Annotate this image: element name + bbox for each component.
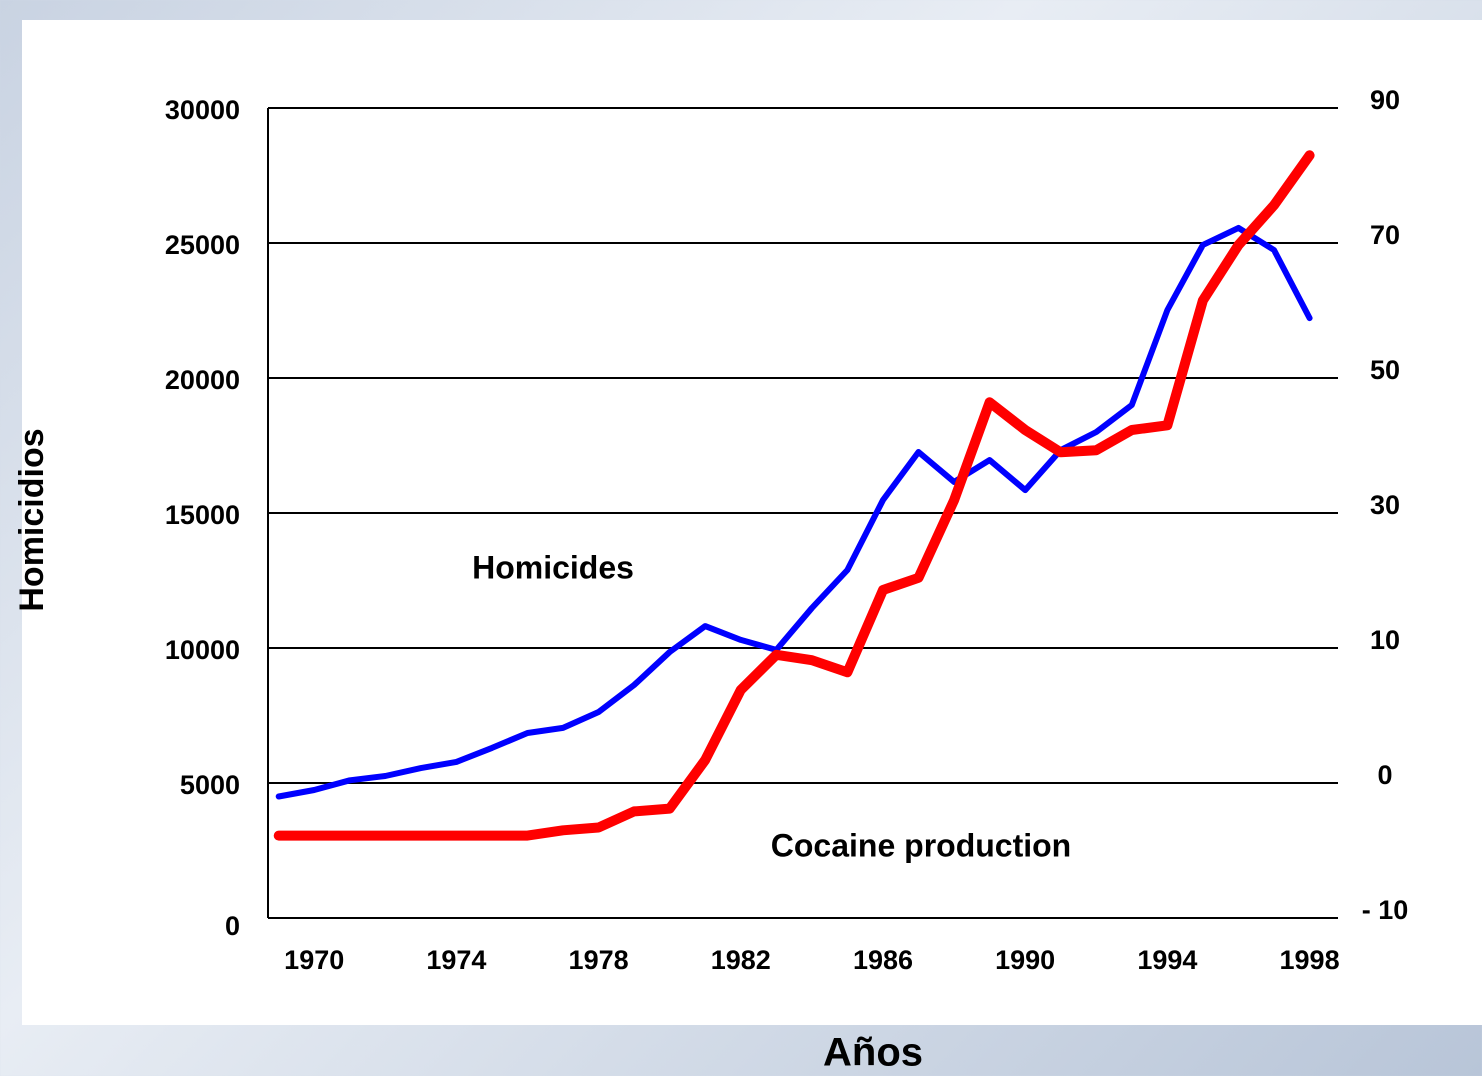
- x-axis-label: Años: [823, 1031, 923, 1075]
- x-tick-label: 1998: [1280, 945, 1340, 975]
- y-tick-label: 15000: [165, 500, 240, 530]
- y-tick-label: 30000: [165, 95, 240, 125]
- y2-tick-label: 30: [1370, 490, 1400, 520]
- annotation: Homicides: [472, 549, 634, 585]
- x-tick-label: 1994: [1137, 945, 1197, 975]
- y-tick-label: 0: [225, 911, 240, 941]
- annotation: Cocaine production: [771, 827, 1071, 863]
- y-axis-label: Homicidios: [13, 428, 51, 611]
- y2-tick-label: - 10: [1362, 895, 1409, 925]
- series-line: [275, 224, 1313, 800]
- y-tick-label: 25000: [165, 230, 240, 260]
- y2-tick-label: 0: [1377, 760, 1392, 790]
- y2-tick-label: 10: [1370, 625, 1400, 655]
- y-tick-label: 5000: [180, 770, 240, 800]
- series-line: [273, 150, 1315, 841]
- x-tick-label: 1974: [426, 945, 486, 975]
- y-tick-label: 10000: [165, 635, 240, 665]
- x-tick-label: 1978: [569, 945, 629, 975]
- x-tick-label: 1990: [995, 945, 1055, 975]
- y2-tick-label: 70: [1370, 220, 1400, 250]
- panel: [22, 20, 1482, 1025]
- x-tick-label: 1970: [284, 945, 344, 975]
- x-tick-label: 1986: [853, 945, 913, 975]
- y-tick-label: 20000: [165, 365, 240, 395]
- x-tick-label: 1982: [711, 945, 771, 975]
- y2-tick-label: 50: [1370, 355, 1400, 385]
- y2-tick-label: 90: [1370, 85, 1400, 115]
